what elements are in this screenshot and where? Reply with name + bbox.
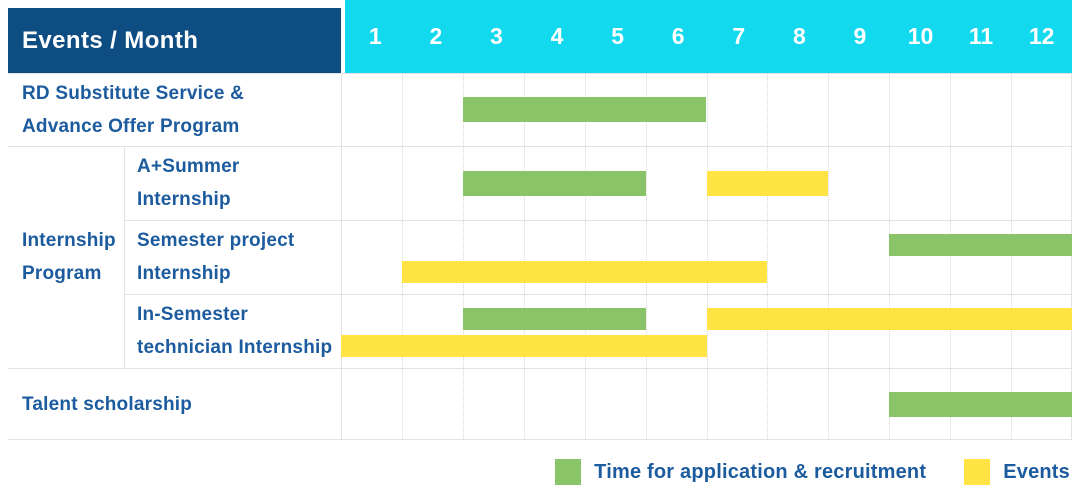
month-header-row: 1 2 3 4 5 6 7 8 9 10 11 12	[345, 0, 1072, 73]
month-header-cell: 6	[671, 23, 685, 49]
row-label-line: Internship	[137, 189, 231, 210]
month-header-cell: 8	[792, 23, 806, 49]
month-header-cell: 1	[368, 23, 382, 49]
row-label-line: A+Summer	[137, 156, 240, 177]
table-right-border	[1071, 73, 1072, 440]
application-bar	[889, 234, 1072, 256]
green-swatch-icon	[555, 459, 582, 485]
month-header-cell: 3	[490, 23, 503, 49]
row-label-line: RD Substitute Service &	[22, 82, 245, 104]
row-label-line: technician Internship	[137, 337, 333, 358]
month-header-cell: 9	[853, 23, 867, 49]
group-label-line: Program	[22, 263, 102, 284]
gantt-row-a-summer	[341, 146, 1072, 220]
label-column-border	[341, 73, 342, 440]
application-bar	[889, 391, 1072, 417]
legend-label: Time for application & recruitment	[594, 460, 927, 483]
row-label-in-semester-technician: In-Semester technician Internship	[124, 294, 341, 368]
row-divider	[8, 146, 1072, 147]
subrow-divider	[124, 294, 1072, 295]
gantt-row-in-semester-tech	[341, 294, 1072, 368]
legend-item-application: Time for application & recruitment	[555, 459, 926, 485]
group-column-border	[124, 146, 125, 368]
table-bottom-border	[8, 439, 1072, 440]
row-label-rd-substitute: RD Substitute Service & Advance Offer Pr…	[8, 73, 341, 146]
row-label-line: In-Semester	[137, 304, 248, 325]
month-header-cell: 4	[550, 23, 564, 49]
legend: Time for application & recruitment Event…	[555, 458, 1070, 486]
month-header-cell: 7	[732, 23, 746, 49]
row-label-line: Internship	[137, 263, 231, 284]
gantt-row-rd-substitute	[341, 73, 1072, 146]
subrow-divider	[124, 220, 1072, 221]
events-bar	[706, 170, 829, 196]
row-label-talent-scholarship: Talent scholarship	[8, 368, 341, 440]
row-label-semester-project: Semester project Internship	[124, 220, 341, 294]
row-label-line: Advance Offer Program	[22, 115, 240, 137]
events-bar	[706, 308, 1072, 330]
month-header-cell: 2	[429, 23, 443, 49]
legend-label: Events	[1003, 460, 1070, 483]
events-month-header-label: Events / Month	[22, 26, 199, 54]
row-divider	[8, 368, 1072, 369]
application-bar	[462, 308, 646, 330]
application-bar	[462, 170, 646, 196]
row-label-a-summer-internship: A+Summer Internship	[124, 146, 341, 220]
application-bar	[462, 97, 707, 122]
row-label-line: Semester project	[137, 230, 295, 251]
month-header-cell: 5	[611, 23, 624, 49]
gantt-row-talent-scholarship	[341, 368, 1072, 440]
row-divider	[8, 73, 1072, 74]
month-header-cell: 10	[907, 23, 934, 49]
group-label-line: Internship	[22, 230, 116, 251]
events-bar	[401, 261, 768, 283]
events-bar	[341, 335, 707, 357]
events-month-header-cell: Events / Month	[8, 8, 341, 73]
group-label-internship-program: Internship Program	[8, 146, 124, 368]
month-header-cell: 11	[968, 23, 994, 49]
gantt-row-semester-project	[341, 220, 1072, 294]
row-label-line: Talent scholarship	[22, 393, 193, 415]
month-header-cell: 12	[1028, 23, 1055, 49]
yellow-swatch-icon	[964, 459, 991, 485]
legend-item-events: Events	[964, 459, 1070, 485]
